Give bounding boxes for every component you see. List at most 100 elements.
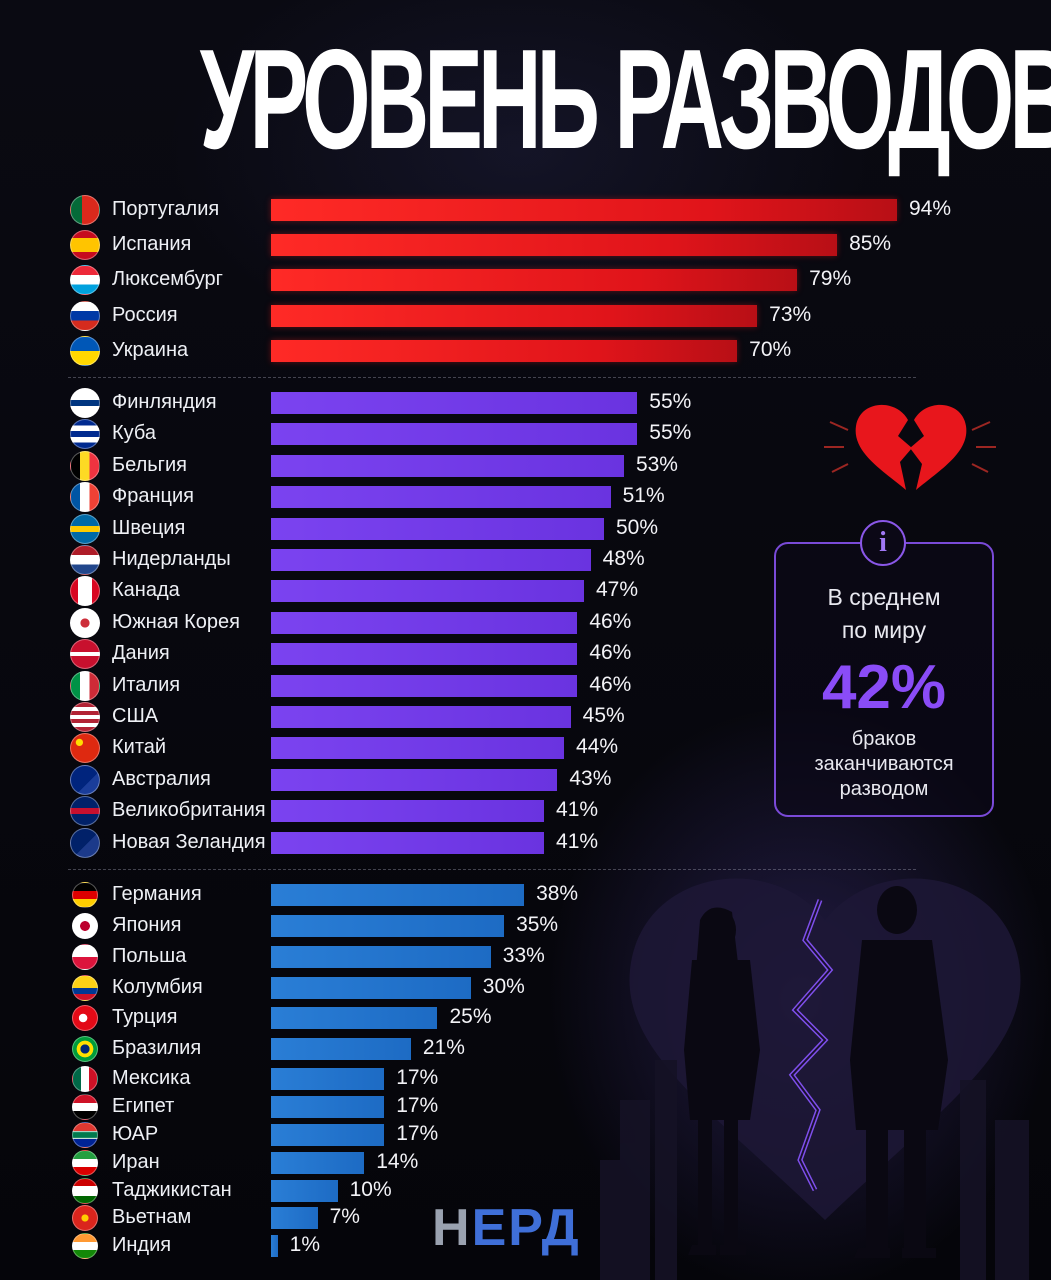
- value-label: 55%: [649, 421, 692, 445]
- flag-france-icon: [70, 482, 100, 513]
- flag-luxembourg-icon: [70, 265, 100, 296]
- flag-brazil-icon: [72, 1036, 98, 1062]
- value-label: 17%: [396, 1094, 439, 1117]
- country-label: Россия: [112, 303, 178, 326]
- flag-denmark-icon: [70, 639, 100, 670]
- value-label: 50%: [615, 515, 658, 539]
- country-label: Южная Корея: [112, 610, 240, 633]
- bar-mexico: [271, 1068, 385, 1090]
- bar-france: [271, 486, 611, 509]
- bar-usa: [271, 706, 571, 728]
- value-label: 46%: [589, 672, 632, 696]
- bar-india: [271, 1235, 278, 1257]
- flag-colombia-icon: [72, 975, 98, 1001]
- flag-vietnam-icon: [72, 1205, 98, 1231]
- value-label: 33%: [502, 944, 545, 967]
- country-label: Мексика: [112, 1067, 191, 1089]
- flag-tajikistan-icon: [72, 1178, 98, 1204]
- bar-luxembourg: [271, 269, 798, 292]
- flag-new-zealand-icon: [70, 827, 100, 858]
- value-label: 1%: [289, 1233, 321, 1256]
- bar-poland: [271, 946, 491, 968]
- value-label: 41%: [556, 798, 599, 822]
- value-label: 38%: [536, 882, 579, 905]
- group-divider: [68, 377, 916, 378]
- flag-portugal-icon: [70, 195, 100, 225]
- bar-colombia: [271, 977, 471, 999]
- flag-china-icon: [70, 733, 100, 764]
- flag-mexico-icon: [72, 1066, 98, 1092]
- country-label: Польша: [112, 945, 187, 967]
- bar-egypt: [271, 1096, 385, 1118]
- flag-cuba-icon: [70, 419, 100, 450]
- country-label: Люксембург: [112, 268, 223, 291]
- value-label: 25%: [449, 1005, 492, 1028]
- bar-turkey: [271, 1007, 438, 1029]
- country-label: Индия: [112, 1234, 172, 1256]
- info-line-4: заканчиваются: [814, 753, 954, 775]
- bar-germany: [271, 884, 525, 906]
- country-label: Португалия: [112, 198, 220, 220]
- flag-turkey-icon: [72, 1005, 98, 1031]
- country-label: Египет: [112, 1095, 175, 1117]
- info-line-2: по миру: [841, 617, 927, 643]
- country-label: ЮАР: [112, 1123, 159, 1145]
- flag-south-korea-icon: [70, 607, 100, 638]
- logo-part-2: ЕРД: [471, 1199, 581, 1257]
- bar-ukraine: [271, 339, 738, 362]
- bar-finland: [271, 392, 638, 414]
- flag-japan-icon: [72, 913, 98, 939]
- country-label: Швеция: [112, 516, 186, 539]
- bar-canada: [271, 580, 584, 603]
- value-label: 7%: [329, 1205, 360, 1228]
- value-label: 46%: [589, 641, 632, 665]
- info-line-1: В среднем: [827, 584, 941, 610]
- country-label: Австралия: [112, 767, 211, 790]
- bar-south-africa: [271, 1124, 385, 1146]
- country-label: Иран: [112, 1151, 160, 1173]
- bar-uk: [271, 800, 545, 823]
- country-label: Бразилия: [112, 1037, 202, 1059]
- country-label: Таджикистан: [112, 1179, 232, 1201]
- flag-germany-icon: [72, 882, 98, 908]
- bar-belgium: [271, 454, 624, 477]
- flag-russia-icon: [70, 300, 100, 331]
- flag-spain-icon: [70, 230, 100, 261]
- bar-denmark: [271, 643, 578, 666]
- value-label: 51%: [622, 484, 665, 508]
- flag-canada-icon: [70, 576, 100, 607]
- value-label: 55%: [649, 390, 692, 413]
- bar-south-korea: [271, 611, 578, 634]
- flag-egypt-icon: [72, 1094, 98, 1120]
- broken-heart-icon: [824, 404, 996, 490]
- bar-netherlands: [271, 549, 591, 571]
- country-label: Испания: [112, 233, 192, 256]
- country-label: Великобритания: [112, 799, 266, 822]
- country-label: Франция: [112, 485, 194, 508]
- flag-italy-icon: [70, 670, 100, 701]
- country-label: Колумбия: [112, 976, 203, 998]
- bar-new-zealand: [271, 831, 545, 854]
- country-label: Китай: [112, 736, 167, 759]
- country-label: Украина: [112, 338, 189, 361]
- country-label: Нидерланды: [112, 548, 231, 570]
- country-label: Турция: [112, 1006, 178, 1028]
- value-label: 48%: [602, 547, 645, 570]
- country-label: Канада: [112, 579, 180, 602]
- bar-brazil: [271, 1038, 411, 1060]
- bar-spain: [271, 234, 838, 257]
- value-label: 14%: [376, 1150, 419, 1173]
- value-label: 47%: [596, 578, 639, 602]
- info-value: 42%: [821, 653, 947, 722]
- value-label: 94%: [909, 197, 952, 220]
- flag-uk-icon: [70, 796, 100, 827]
- bar-china: [271, 737, 565, 760]
- value-label: 70%: [749, 337, 792, 361]
- value-label: 85%: [849, 232, 892, 256]
- value-label: 10%: [349, 1178, 392, 1201]
- value-label: 21%: [422, 1036, 465, 1059]
- bar-tajikistan: [271, 1180, 338, 1202]
- country-label: Япония: [112, 914, 182, 936]
- value-label: 45%: [582, 704, 625, 727]
- bar-italy: [271, 674, 578, 697]
